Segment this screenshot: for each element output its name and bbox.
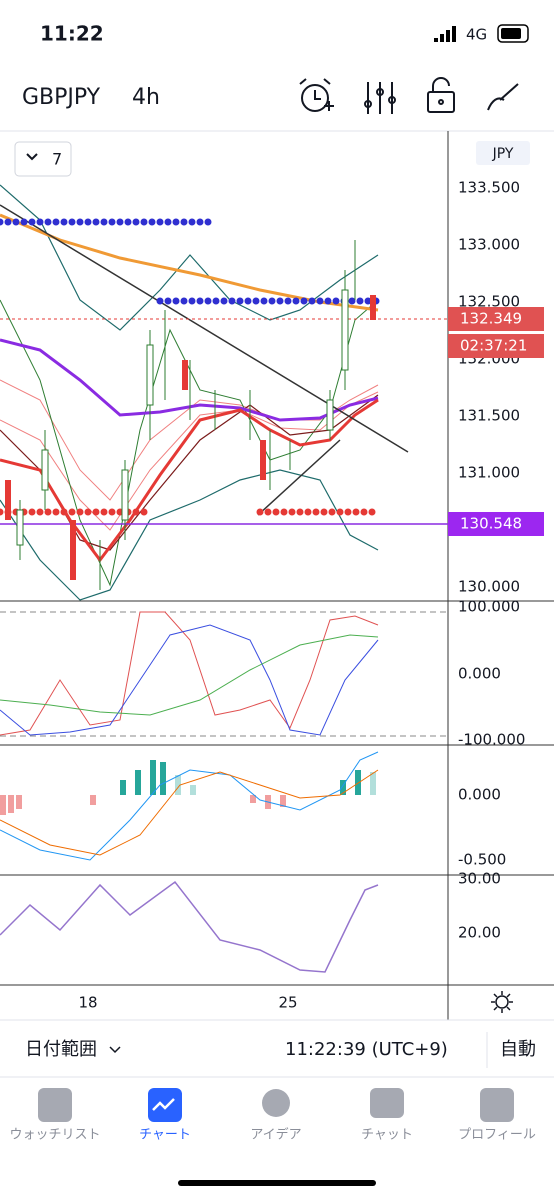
- settings-icon[interactable]: [491, 991, 513, 1013]
- osc-blue: [0, 624, 379, 736]
- candles: [16, 240, 356, 590]
- macd-tick: 0.000: [458, 786, 501, 804]
- header-icons[interactable]: [299, 77, 519, 114]
- auto-scale[interactable]: 自動: [500, 1039, 536, 1060]
- chevron: [26, 153, 38, 161]
- osc-red: [0, 611, 379, 736]
- bb-upper: [0, 184, 379, 331]
- signal: [434, 26, 456, 42]
- battery-level: [501, 28, 521, 39]
- rsi-tick: 20.00: [458, 924, 501, 942]
- symbol[interactable]: GBPJPY: [22, 85, 101, 110]
- last-price-badge: [448, 307, 544, 331]
- osc-tick: 0.000: [458, 665, 501, 683]
- macd-pane: [0, 751, 379, 861]
- tab-icon[interactable]: [148, 1088, 182, 1122]
- chevron: [109, 1046, 121, 1054]
- indicators-toggle[interactable]: [14, 141, 72, 177]
- rsi-line: [0, 880, 379, 973]
- tab-label[interactable]: アイデア: [250, 1127, 301, 1143]
- price-tick: 131.000: [458, 464, 520, 482]
- ma-red: [0, 398, 379, 563]
- price-axis: 133.500 133.000 132.500 132.000 131.500 …: [458, 179, 520, 596]
- main-pane: [0, 184, 448, 601]
- indicator-count[interactable]: 7: [52, 150, 62, 169]
- battery: [497, 24, 529, 43]
- currency: JPY: [492, 146, 514, 162]
- last-price: 132.349: [460, 310, 522, 328]
- trend-line: [0, 204, 409, 453]
- interval[interactable]: 4h: [132, 85, 160, 110]
- tab-glyph: [152, 1098, 175, 1111]
- trend-line: [257, 439, 341, 516]
- rsi-tick: 30.00: [458, 870, 501, 888]
- status-network: 4G: [466, 26, 487, 44]
- price-tick: 133.000: [458, 236, 520, 254]
- tab-icon[interactable]: [370, 1088, 404, 1118]
- line-price: 130.548: [460, 515, 522, 533]
- date-tick: 25: [278, 994, 297, 1012]
- price-tick: 133.500: [458, 179, 520, 197]
- bb-lower: [0, 469, 379, 601]
- price-tick: 130.000: [458, 578, 520, 596]
- osc-tick: -100.000: [458, 731, 525, 749]
- candles-down: [5, 295, 376, 580]
- tab-label[interactable]: チャート: [139, 1128, 191, 1143]
- macd-hist: [175, 772, 376, 795]
- oscillator-pane: [0, 611, 448, 737]
- macd-tick: -0.500: [458, 851, 506, 869]
- price-tick: 132.500: [458, 293, 520, 311]
- countdown: 02:37:21: [460, 337, 527, 355]
- line-price-badge: [448, 512, 544, 536]
- ma-purple: [0, 338, 379, 422]
- ma-orange: [0, 213, 379, 312]
- pane-separators: [0, 600, 554, 986]
- tab-icon[interactable]: [480, 1088, 514, 1122]
- date-range[interactable]: 日付範囲: [25, 1039, 97, 1060]
- status-time: 11:22: [40, 22, 104, 46]
- osc-green: [0, 634, 379, 716]
- currency-badge: [476, 141, 530, 165]
- countdown-badge: [448, 334, 544, 358]
- tab-label[interactable]: プロフィール: [458, 1128, 536, 1143]
- tab-icon[interactable]: [38, 1088, 72, 1122]
- tab-label[interactable]: チャット: [361, 1128, 413, 1143]
- osc-tick: 100.000: [458, 598, 520, 616]
- macd-line: [0, 751, 379, 861]
- price-tick: 131.500: [458, 407, 520, 425]
- tab-icon[interactable]: [262, 1089, 290, 1117]
- date-tick: 18: [78, 994, 97, 1012]
- macd-hist: [120, 760, 361, 795]
- tab-label[interactable]: ウォッチリスト: [9, 1128, 100, 1143]
- home-indicator: [178, 1180, 376, 1186]
- signal-line: [0, 769, 379, 856]
- clock[interactable]: 11:22:39 (UTC+9): [285, 1039, 448, 1060]
